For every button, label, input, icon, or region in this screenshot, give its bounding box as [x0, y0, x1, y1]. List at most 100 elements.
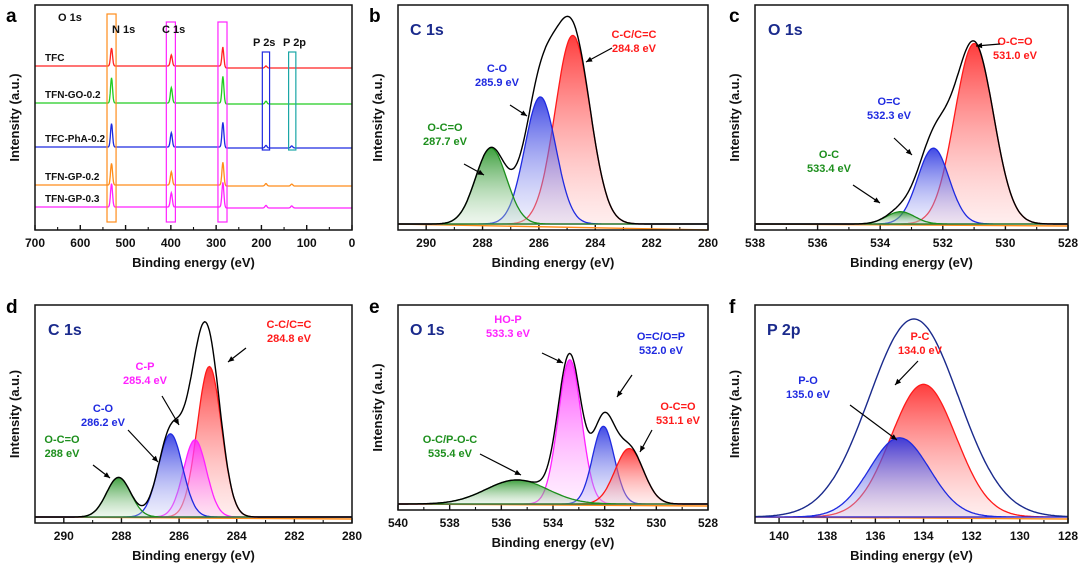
- x-tick-label: 130: [1010, 529, 1030, 543]
- x-axis-label: Binding energy (eV): [132, 255, 255, 270]
- panel-letter-c: c: [729, 6, 740, 27]
- plot-frame: [34, 304, 353, 524]
- x-tick-label: 282: [284, 529, 304, 543]
- region-box: [106, 13, 117, 223]
- annotation-arrowhead: [890, 434, 897, 440]
- x-tick-label: 500: [116, 236, 136, 250]
- x-tick-label: 700: [25, 236, 45, 250]
- region-label: C 1s: [162, 24, 185, 36]
- x-axis-label: Binding energy (eV): [132, 548, 255, 563]
- baseline: [397, 223, 709, 231]
- panel-letter-f: f: [729, 297, 736, 318]
- annotation-arrowhead: [173, 418, 179, 425]
- survey-trace: [35, 76, 352, 105]
- region-label: P 2s: [253, 37, 275, 49]
- x-tick-label: 528: [698, 516, 718, 530]
- peak-energy: 531.1 eV: [656, 415, 701, 427]
- plot-frame: [754, 4, 1069, 231]
- peak-energy: 134.0 eV: [898, 345, 943, 357]
- panel-title: C 1s: [410, 22, 444, 39]
- y-axis-label: Intensity (a.u.): [727, 370, 742, 458]
- x-axis-label: Binding energy (eV): [492, 255, 615, 270]
- x-tick-label: 530: [995, 236, 1015, 250]
- region-box: [288, 51, 297, 151]
- annotation-arrowhead: [895, 378, 902, 385]
- peak-name: O=C: [878, 96, 901, 108]
- region-label: O 1s: [58, 12, 82, 24]
- x-tick-label: 280: [698, 236, 718, 250]
- plot-frame: [34, 4, 353, 231]
- annotation-arrowhead: [556, 358, 563, 363]
- x-tick-label: 530: [646, 516, 666, 530]
- fit-peak: [398, 358, 708, 505]
- x-tick-label: 528: [1058, 236, 1078, 250]
- region-box: [165, 21, 176, 223]
- peak-name: O-C=O: [660, 401, 696, 413]
- annotation-arrowhead: [477, 169, 484, 175]
- survey-trace: [35, 46, 352, 69]
- peak-name: O-C: [819, 149, 839, 161]
- x-tick-label: 540: [388, 516, 408, 530]
- peak-name: C-C/C=C: [612, 29, 657, 41]
- peak-energy: 284.8 eV: [267, 333, 312, 345]
- x-tick-label: 538: [745, 236, 765, 250]
- panel-letter-a: a: [6, 6, 17, 27]
- panel-title: O 1s: [768, 22, 803, 39]
- survey-trace: [35, 162, 352, 187]
- survey-trace: [35, 182, 352, 209]
- x-tick-label: 288: [473, 236, 493, 250]
- y-axis-label: Intensity (a.u.): [727, 73, 742, 161]
- annotation-arrowhead: [905, 148, 912, 155]
- peak-energy: 288 eV: [45, 448, 81, 460]
- x-tick-label: 284: [227, 529, 247, 543]
- y-axis-label: Intensity (a.u.): [370, 363, 385, 451]
- panel-b: b Binding energy (eV) Intensity (a.u.) 290 2…: [369, 4, 718, 270]
- peak-energy: 284.8 eV: [612, 43, 657, 55]
- envelope-curve: [754, 318, 1068, 518]
- x-tick-label: 200: [251, 236, 271, 250]
- x-tick-label: 400: [161, 236, 181, 250]
- x-tick-label: 134: [914, 529, 934, 543]
- plot-frame: [397, 304, 709, 511]
- y-axis-label: Intensity (a.u.): [370, 73, 385, 161]
- x-tick-label: 138: [817, 529, 837, 543]
- peak-name: P-O: [798, 375, 818, 387]
- x-tick-label: 300: [206, 236, 226, 250]
- peak-name: O=C/O=P: [637, 331, 685, 343]
- panel-title: O 1s: [410, 322, 445, 339]
- peak-energy: 285.9 eV: [475, 77, 520, 89]
- x-tick-label: 282: [642, 236, 662, 250]
- panel-letter-e: e: [369, 297, 380, 318]
- envelope-curve: [398, 15, 708, 225]
- annotation-arrowhead: [103, 472, 110, 478]
- x-tick-label: 534: [543, 516, 563, 530]
- peak-name: C-C/C=C: [267, 319, 312, 331]
- panel-title: C 1s: [48, 322, 82, 339]
- annotation-arrowhead: [151, 455, 158, 462]
- x-axis-label: Binding energy (eV): [850, 548, 973, 563]
- x-tick-label: 286: [529, 236, 549, 250]
- x-tick-label: 532: [933, 236, 953, 250]
- peak-name: P-C: [911, 331, 930, 343]
- x-axis-label: Binding energy (eV): [850, 255, 973, 270]
- x-tick-label: 100: [297, 236, 317, 250]
- x-tick-label: 600: [70, 236, 90, 250]
- annotation-arrow: [127, 429, 159, 463]
- peak-energy: 531.0 eV: [993, 50, 1038, 62]
- peak-name: C-O: [487, 63, 508, 75]
- peak-energy: 535.4 eV: [428, 448, 473, 460]
- x-tick-label: 288: [111, 529, 131, 543]
- peak-name: O-C/P-O-C: [423, 434, 477, 446]
- peak-energy: 532.3 eV: [867, 110, 912, 122]
- x-tick-label: 534: [870, 236, 890, 250]
- region-box: [217, 21, 228, 223]
- trace-label: TFC: [45, 53, 64, 64]
- x-tick-label: 538: [440, 516, 460, 530]
- panel-d: d Binding energy (eV) Intensity (a.u.) 290 2…: [6, 297, 362, 563]
- panel-f: f Binding energy (eV) Intensity (a.u.) 140 1…: [727, 297, 1078, 563]
- x-tick-label: 290: [416, 236, 436, 250]
- envelope-curve: [35, 321, 352, 518]
- survey-trace: [35, 122, 352, 149]
- annotation-arrowhead: [586, 56, 593, 62]
